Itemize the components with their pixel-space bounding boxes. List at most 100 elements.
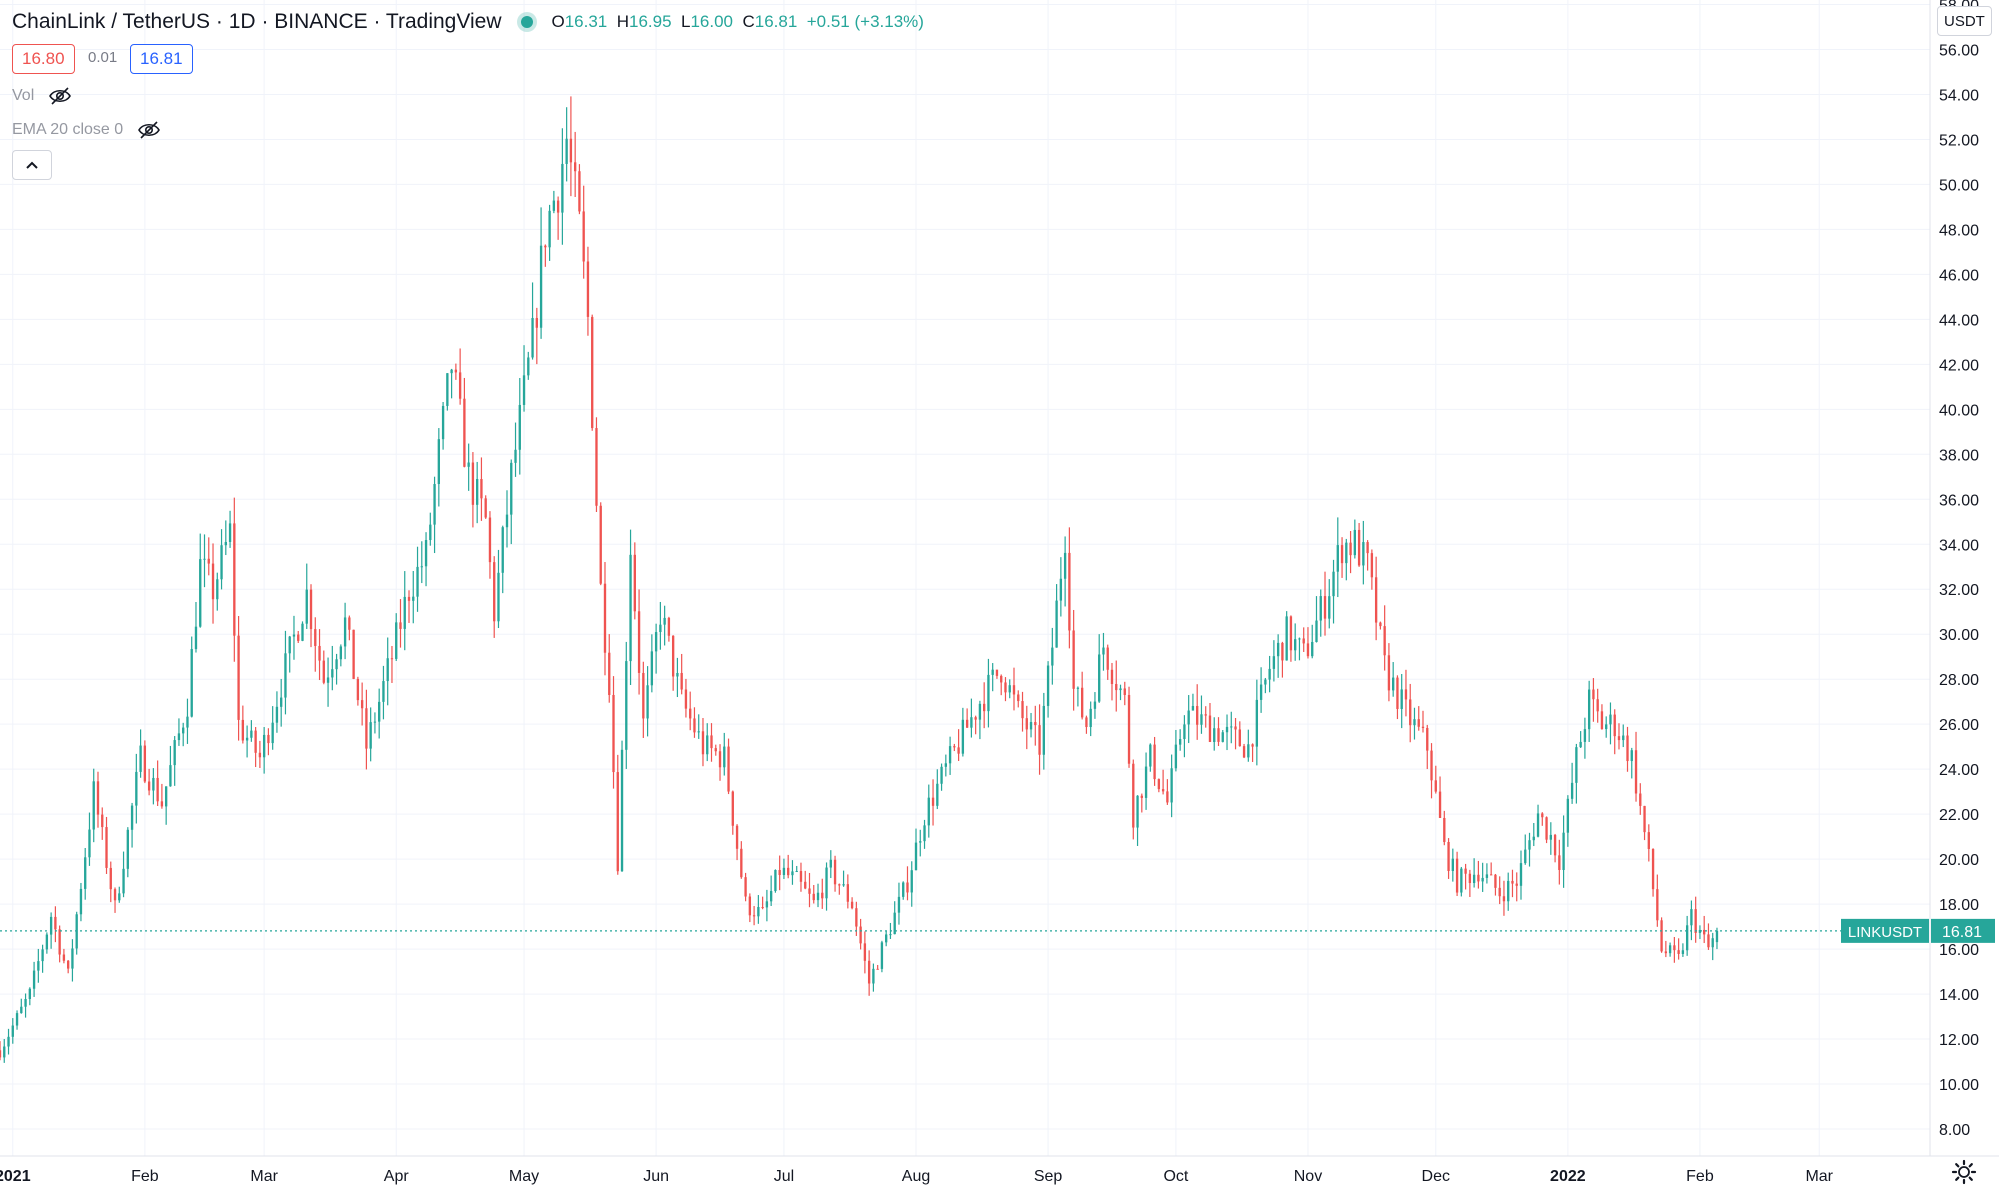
candle-body xyxy=(15,1013,19,1026)
candle xyxy=(254,727,257,768)
candle xyxy=(1455,851,1459,897)
time-tick-label: Mar xyxy=(1805,1168,1833,1185)
symbol-title[interactable]: ChainLink / TetherUS · 1D · BINANCE · Tr… xyxy=(12,10,502,33)
open-value: 16.31 xyxy=(564,12,608,31)
candle xyxy=(1592,678,1595,722)
candle xyxy=(1106,644,1109,680)
candle-body xyxy=(343,617,347,647)
time-tick-label: Aug xyxy=(902,1168,930,1185)
collapse-legend-button[interactable] xyxy=(12,150,52,180)
candle xyxy=(424,532,428,587)
candle xyxy=(654,623,658,674)
hidden-eye-icon[interactable] xyxy=(48,86,72,106)
hidden-eye-icon[interactable] xyxy=(137,120,161,140)
time-tick-label: Sep xyxy=(1034,1168,1063,1185)
currency-unit-badge[interactable]: USDT xyxy=(1937,6,1992,36)
candle xyxy=(433,476,436,554)
price-tick-label: 16.00 xyxy=(1939,942,1979,959)
candle xyxy=(1085,715,1088,734)
candle xyxy=(352,629,355,680)
candle-body xyxy=(1430,750,1433,781)
candle xyxy=(24,993,27,1018)
candle-body xyxy=(1247,744,1250,758)
candle xyxy=(1221,730,1224,743)
candle-body xyxy=(1311,641,1314,657)
symbol-tag-label: LINKUSDT xyxy=(1848,924,1922,941)
candle-body xyxy=(1707,934,1710,948)
candle xyxy=(41,944,44,973)
candle-body xyxy=(339,646,343,660)
gear-icon[interactable] xyxy=(1950,1158,1978,1186)
indicator-volume[interactable]: Vol xyxy=(12,86,72,106)
candle xyxy=(96,771,100,828)
candle-body xyxy=(723,746,726,768)
candle xyxy=(1460,866,1463,897)
candle-body xyxy=(130,805,134,830)
price-tick-label: 36.00 xyxy=(1939,492,1979,509)
candle xyxy=(548,204,551,261)
candle xyxy=(829,850,832,879)
candle xyxy=(608,634,611,703)
candle-body xyxy=(616,772,619,872)
interval-label[interactable]: 1D xyxy=(228,10,256,33)
indicator-ema[interactable]: EMA 20 close 0 xyxy=(12,120,161,140)
candle-body xyxy=(41,949,44,962)
candle-body xyxy=(348,617,351,630)
candle-body xyxy=(360,700,364,709)
candle xyxy=(1328,579,1331,629)
candle-body xyxy=(407,596,411,601)
candle-body xyxy=(1643,805,1646,833)
candle xyxy=(804,870,807,890)
candle-body xyxy=(991,669,994,675)
candle-body xyxy=(548,210,551,248)
candle xyxy=(693,707,696,738)
candle-body xyxy=(855,908,858,927)
symbol-name[interactable]: ChainLink / TetherUS xyxy=(12,10,211,33)
candle xyxy=(1306,627,1310,659)
candle xyxy=(859,918,862,950)
source-label: TradingView xyxy=(385,10,502,33)
chart-legend: ChainLink / TetherUS · 1D · BINANCE · Tr… xyxy=(12,6,924,38)
candle xyxy=(603,561,607,676)
candle-body xyxy=(211,563,215,600)
buy-price-button[interactable]: 16.81 xyxy=(130,44,193,74)
candle xyxy=(463,377,466,468)
candle-body xyxy=(637,611,641,673)
time-scale[interactable]: 2021 Feb Mar Apr May Jun Jul Aug Sep Oct Nov Dec 202… xyxy=(0,1168,1834,1185)
candle-body xyxy=(480,479,483,499)
candle xyxy=(706,723,709,762)
candle-body xyxy=(1553,834,1557,856)
candle xyxy=(671,635,675,691)
candle xyxy=(978,700,982,740)
candle-body xyxy=(37,961,40,971)
candle-body xyxy=(1085,717,1088,728)
candle-body xyxy=(1511,880,1514,884)
candle xyxy=(740,841,743,879)
candle xyxy=(791,860,794,885)
symbol-tag-bg xyxy=(1841,918,1929,943)
candle-body xyxy=(1102,647,1105,655)
candle-body xyxy=(948,746,952,764)
candle-body xyxy=(1029,722,1033,730)
candle xyxy=(1046,661,1050,718)
candle xyxy=(1379,621,1382,630)
candle-body xyxy=(1592,689,1595,700)
candle-body xyxy=(245,737,249,741)
candle-body xyxy=(156,777,159,802)
candle-body xyxy=(620,749,624,872)
candle xyxy=(1157,778,1161,793)
candle xyxy=(599,502,602,586)
candle-body xyxy=(795,871,798,873)
candle xyxy=(399,599,402,648)
price-scale[interactable]: 8.00 10.00 12.00 14.00 16.00 18.00 20.00 22.00 2… xyxy=(1939,0,1979,1139)
candle-body xyxy=(1119,688,1122,691)
candle xyxy=(211,543,215,624)
sell-price-button[interactable]: 16.80 xyxy=(12,44,75,74)
candle-body xyxy=(118,893,121,901)
candle xyxy=(348,615,351,641)
candle-body xyxy=(1387,655,1391,691)
candle-body xyxy=(135,771,138,806)
candle xyxy=(45,932,49,954)
candle-body xyxy=(1690,909,1693,926)
